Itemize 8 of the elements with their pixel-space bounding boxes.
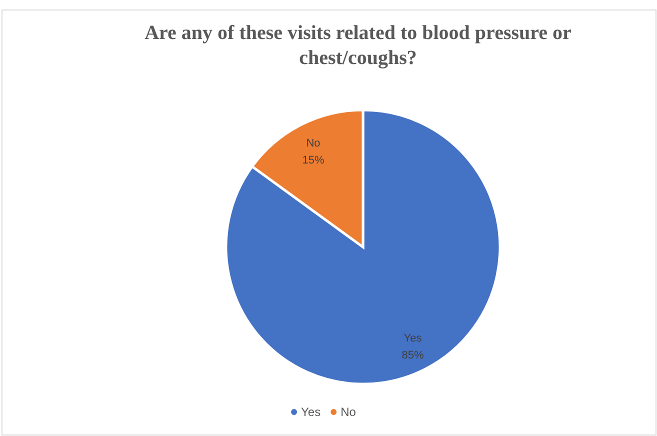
data-label: 85%	[402, 350, 424, 362]
chart-title: Are any of these visits related to blood pressure or chest/coughs?	[144, 22, 572, 69]
pie-slice	[224, 108, 502, 386]
slice-label: Yes	[404, 332, 422, 345]
legend-label: Yes	[301, 405, 321, 419]
slice-label: No	[306, 137, 320, 150]
legend-label: No	[340, 405, 356, 419]
data-label: 15%	[302, 154, 324, 166]
